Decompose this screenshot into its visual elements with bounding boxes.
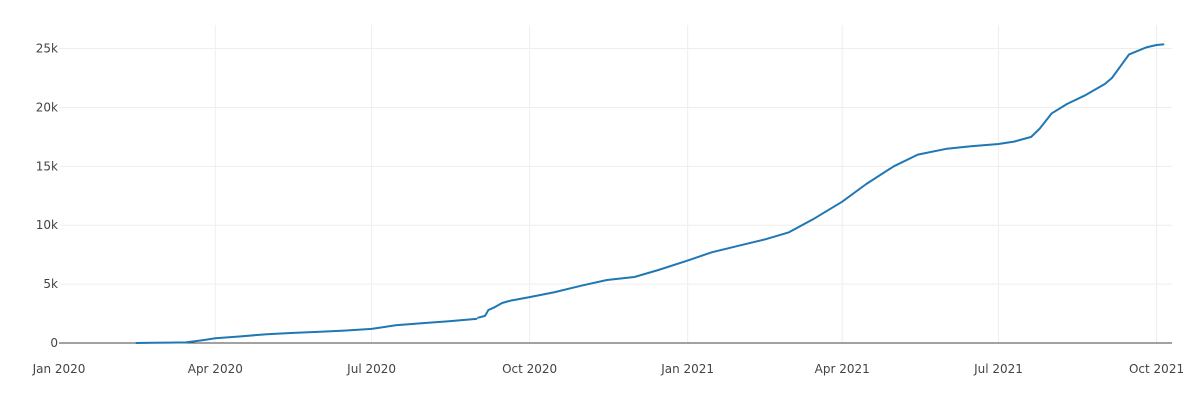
x-grid-lines xyxy=(214,25,1158,343)
x-tick-label: Oct 2020 xyxy=(502,362,557,376)
series-line xyxy=(477,43,1165,319)
y-tick-label: 5k xyxy=(43,277,58,291)
y-tick-label: 10k xyxy=(36,218,58,232)
x-tick-label: Jan 2021 xyxy=(660,362,714,376)
series-layer xyxy=(135,43,1165,344)
x-tick-label: Apr 2020 xyxy=(188,362,243,376)
y-axis-tick-labels: 0 5k 10k 15k 20k 25k xyxy=(36,42,58,350)
x-tick-label: Jul 2020 xyxy=(346,362,396,376)
series-line xyxy=(135,317,478,344)
x-tick-label: Apr 2021 xyxy=(815,362,870,376)
x-tick-label: Jul 2021 xyxy=(973,362,1023,376)
y-tick-label: 25k xyxy=(36,42,58,56)
x-tick-label: Jan 2020 xyxy=(32,362,86,376)
y-grid-lines xyxy=(59,48,1172,285)
y-tick-label: 20k xyxy=(36,100,58,114)
x-axis-tick-labels: Jan 2020 Apr 2020 Jul 2020 Oct 2020 Jan 2021… xyxy=(32,362,1185,376)
y-tick-label: 0 xyxy=(50,336,58,350)
y-tick-label: 15k xyxy=(36,159,58,173)
x-tick-label: Oct 2021 xyxy=(1129,362,1184,376)
